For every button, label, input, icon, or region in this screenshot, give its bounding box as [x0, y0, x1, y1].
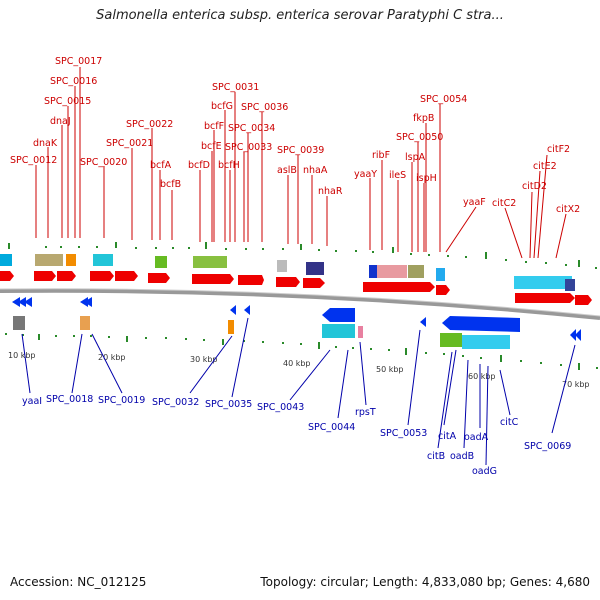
- gene-label-nhaR: nhaR: [318, 186, 343, 197]
- reverse-gene-arrows: [12, 297, 581, 341]
- gene-label-SPC_0034: SPC_0034: [228, 123, 275, 134]
- gene-label-ispH: ispH: [416, 173, 437, 184]
- gene-label-oadB: oadB: [450, 451, 474, 462]
- gene-label-yaaY: yaaY: [354, 169, 377, 180]
- feature-boxes-upper: [0, 254, 575, 291]
- gene-label-SPC_0019: SPC_0019: [98, 395, 145, 406]
- gene-label-SPC_0032: SPC_0032: [152, 397, 199, 408]
- gene-label-dnaK: dnaK: [33, 138, 58, 149]
- gene-label-bcfF: bcfF: [204, 121, 224, 132]
- gene-label-citC: citC: [500, 417, 519, 428]
- gene-label-bcfA: bcfA: [150, 160, 172, 171]
- gene-label-oadG: oadG: [472, 466, 497, 477]
- gene-label-aslB: aslB: [277, 165, 297, 176]
- gene-label-oadA: oadA: [464, 432, 489, 443]
- reverse-label-text: yaaI SPC_0018 SPC_0019 SPC_0032 SPC_0035…: [22, 394, 571, 477]
- gene-label-dnaJ: dnaJ: [50, 116, 71, 127]
- gene-label-SPC_0016: SPC_0016: [50, 76, 97, 87]
- forward-label-text: SPC_0017 SPC_0016 SPC_0015 dnaJ dnaK SPC…: [10, 56, 580, 215]
- gene-label-SPC_0021: SPC_0021: [106, 138, 153, 149]
- scale-label-50: 50 kbp: [376, 365, 404, 374]
- gene-label-citX2: citX2: [556, 204, 580, 215]
- gene-label-citF2: citF2: [547, 144, 570, 155]
- gene-label-SPC_0054: SPC_0054: [420, 94, 467, 105]
- outer-ruler: [8, 242, 597, 269]
- topology-text: Topology: circular; Length: 4,833,080 bp…: [260, 575, 590, 589]
- gene-label-bcfD: bcfD: [188, 160, 210, 171]
- accession-text: Accession: NC_012125: [10, 575, 147, 589]
- gene-label-yaaF: yaaF: [463, 197, 486, 208]
- gene-label-SPC_0036: SPC_0036: [241, 102, 288, 113]
- gene-label-citB: citB: [427, 451, 445, 462]
- scale-label-70: 70 kbp: [562, 380, 590, 389]
- gene-label-SPC_0012: SPC_0012: [10, 155, 57, 166]
- reverse-labels: [21, 317, 576, 466]
- gene-label-bcfB: bcfB: [160, 179, 181, 190]
- gene-label-SPC_0053: SPC_0053: [380, 428, 427, 439]
- gene-label-citE2: citE2: [533, 161, 557, 172]
- gene-label-SPC_0044: SPC_0044: [308, 422, 355, 433]
- gene-label-SPC_0020: SPC_0020: [80, 157, 127, 168]
- gene-label-yaaI: yaaI: [22, 396, 42, 407]
- gene-label-SPC_0017: SPC_0017: [55, 56, 102, 67]
- scale-label-40: 40 kbp: [283, 359, 311, 368]
- gene-label-SPC_0035: SPC_0035: [205, 399, 252, 410]
- forward-labels: [35, 67, 567, 259]
- gene-label-citC2: citC2: [492, 198, 516, 209]
- gene-label-SPC_0033: SPC_0033: [225, 142, 272, 153]
- gene-label-bcfH: bcfH: [218, 160, 240, 171]
- feature-boxes-lower: [13, 316, 510, 349]
- gene-label-SPC_0022: SPC_0022: [126, 119, 173, 130]
- scale-label-30: 30 kbp: [190, 355, 218, 364]
- gene-label-SPC_0039: SPC_0039: [277, 145, 324, 156]
- scale-label-60: 60 kbp: [468, 372, 496, 381]
- gene-label-lspA: lspA: [405, 152, 426, 163]
- gene-label-bcfG: bcfG: [211, 101, 233, 112]
- gene-label-fkpB: fkpB: [413, 113, 434, 124]
- gene-label-SPC_0043: SPC_0043: [257, 402, 304, 413]
- gene-label-bcfE: bcfE: [201, 141, 222, 152]
- forward-gene-arrows: [0, 271, 592, 305]
- scale-label-10: 10 kbp: [8, 351, 36, 360]
- gene-label-ileS: ileS: [389, 170, 406, 181]
- gene-label-rpsT: rpsT: [355, 407, 376, 418]
- gene-label-citA: citA: [438, 431, 457, 442]
- gene-label-SPC_0015: SPC_0015: [44, 96, 91, 107]
- inner-ruler: [5, 333, 598, 370]
- genome-backbone: [0, 288, 600, 320]
- map-title: Salmonella enterica subsp. enterica sero…: [96, 8, 504, 23]
- gene-label-SPC_0069: SPC_0069: [524, 441, 571, 452]
- gene-label-citD2: citD2: [522, 181, 547, 192]
- gene-label-nhaA: nhaA: [303, 165, 328, 176]
- scale-label-20: 20 kbp: [98, 353, 126, 362]
- gene-label-SPC_0050: SPC_0050: [396, 132, 443, 143]
- gene-label-ribF: ribF: [372, 150, 390, 161]
- gene-label-SPC_0018: SPC_0018: [46, 394, 93, 405]
- gene-label-SPC_0031: SPC_0031: [212, 82, 259, 93]
